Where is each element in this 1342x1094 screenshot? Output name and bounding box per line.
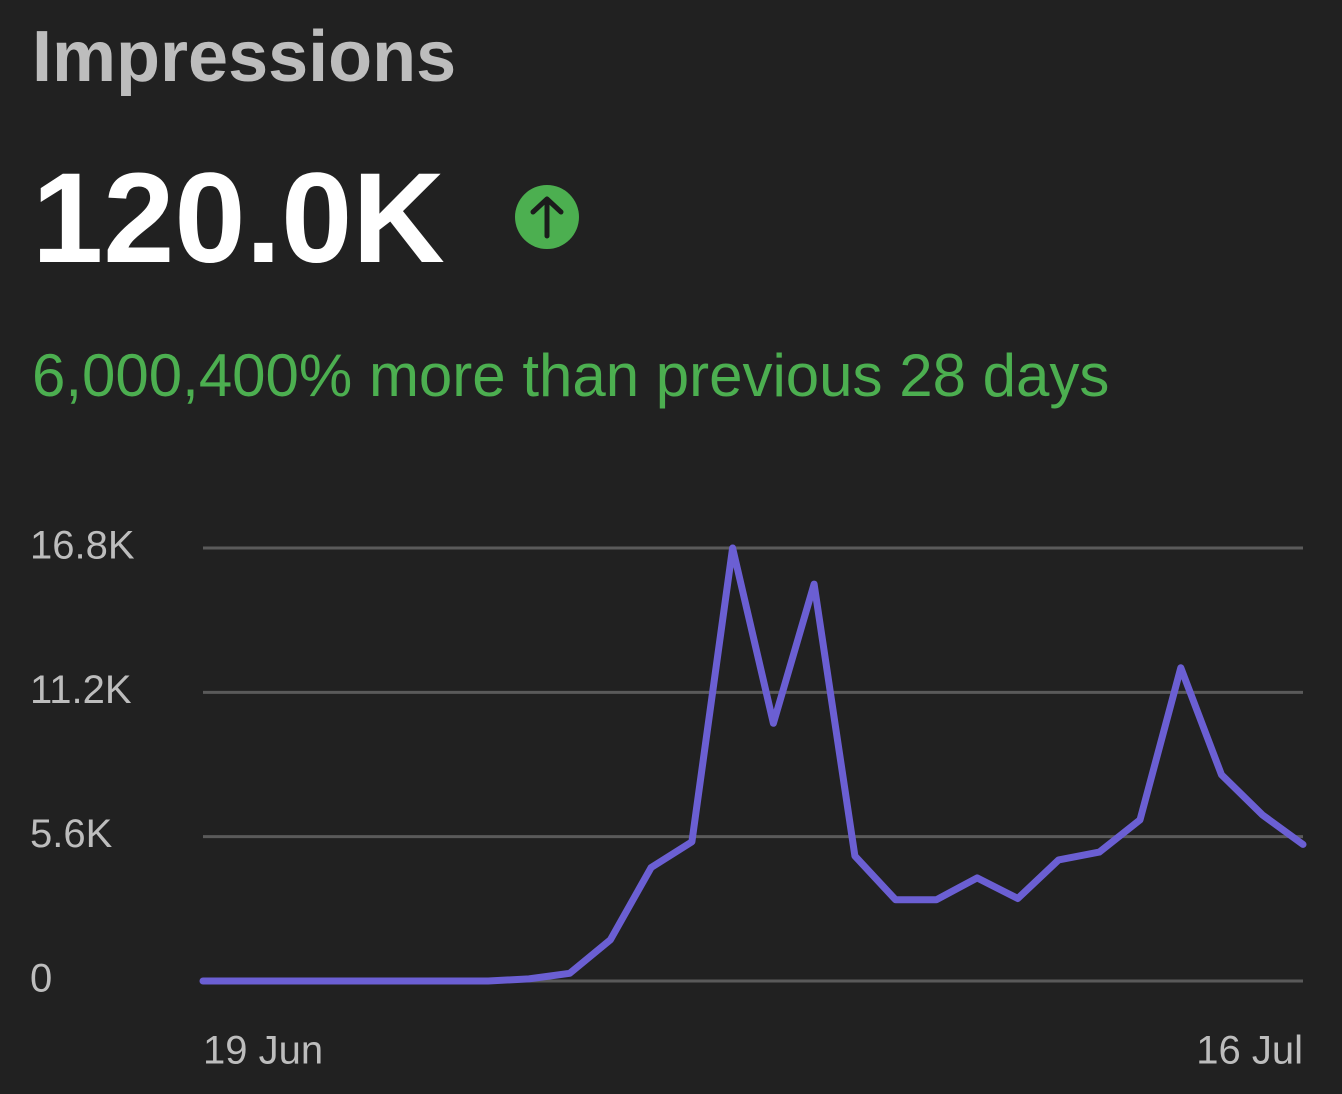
- up-icon: [515, 185, 579, 249]
- change-text: 6,000,400% more than previous 28 days: [32, 342, 1109, 409]
- y-tick-label: 16.8K: [30, 524, 135, 568]
- y-tick-label: 11.2K: [30, 668, 132, 712]
- total-value: 120.0K: [32, 147, 445, 290]
- x-tick-label: 16 Jul: [1196, 1029, 1303, 1073]
- chart-title: Impressions: [32, 17, 456, 97]
- data-line: [199, 544, 1307, 985]
- x-tick-label: 19 Jun: [203, 1029, 323, 1073]
- plot: 0 5.6K 11.2K 16.8K 19 Jun 16 Jul: [30, 524, 1307, 1073]
- y-tick-label: 0: [30, 957, 52, 1001]
- y-tick-label: 5.6K: [30, 812, 113, 856]
